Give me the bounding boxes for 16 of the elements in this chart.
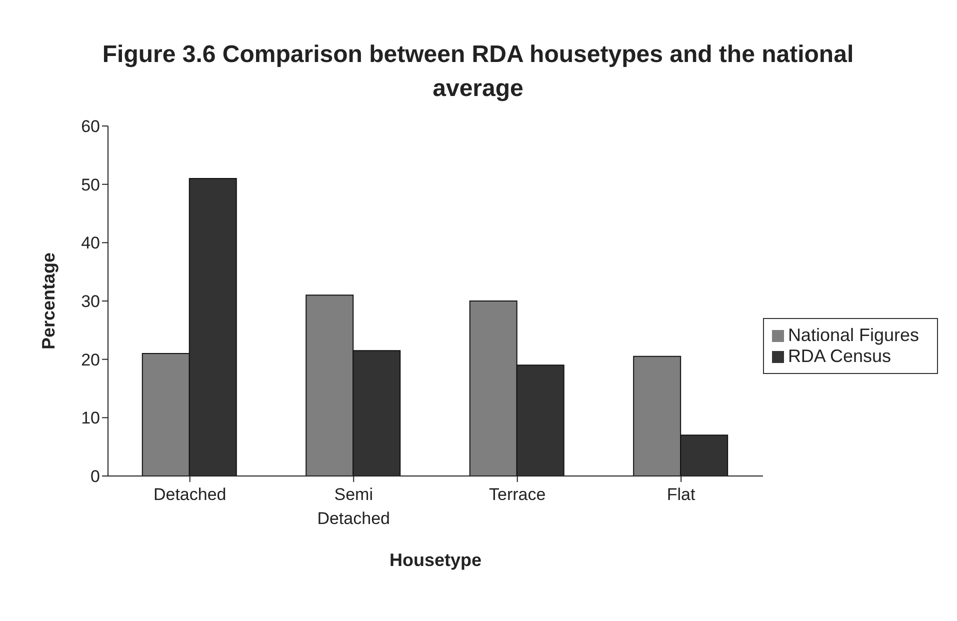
y-tick-label: 40 [81,234,100,253]
x-axis-title: Housetype [389,550,482,570]
y-tick-label: 30 [81,292,100,312]
y-tick-label: 0 [90,467,100,486]
x-tick-label: Terrace [488,485,546,504]
y-tick-label: 60 [81,117,100,136]
legend-label: RDA Census [788,346,891,366]
y-tick-label: 20 [81,350,100,370]
y-tick-label: 10 [81,408,100,428]
y-tick-label: 50 [81,175,100,194]
x-tick-label: Detached [153,485,226,504]
x-tick-label: Flat [666,485,696,504]
x-tick-label: Semi Detached [317,485,390,528]
y-axis-title: Percentage [38,252,58,350]
chart-title: Figure 3.6 Comparison between RDA housetypes and the national average [101,40,855,104]
legend-label: National Figures [788,325,919,345]
